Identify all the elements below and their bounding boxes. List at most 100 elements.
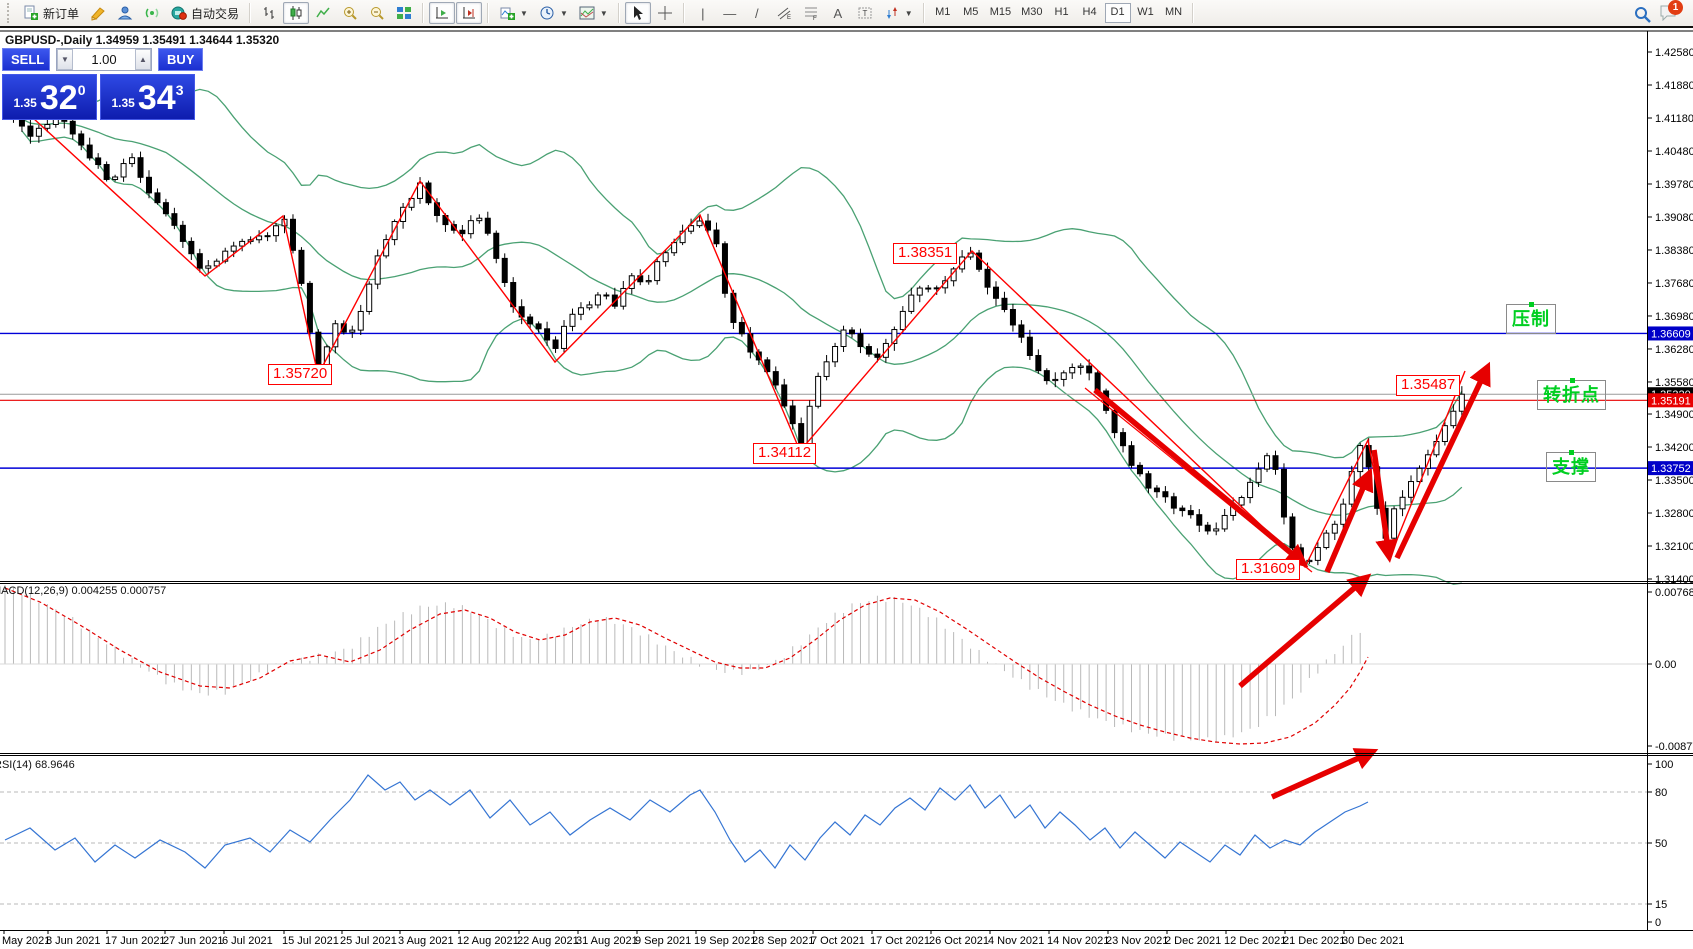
date-label: 8 Jun 2021 bbox=[46, 935, 100, 947]
trend-arrow[interactable] bbox=[1371, 449, 1399, 563]
candle bbox=[535, 323, 542, 330]
signal-button[interactable] bbox=[139, 2, 165, 24]
volume-input[interactable] bbox=[73, 49, 135, 70]
timeframe-h1[interactable]: H1 bbox=[1054, 6, 1069, 18]
candle bbox=[171, 213, 178, 226]
zoom-in-button[interactable] bbox=[337, 2, 363, 24]
price-axis-label: 1.36980 bbox=[1655, 311, 1693, 323]
bar-chart-button[interactable] bbox=[256, 2, 282, 24]
trend-arrow[interactable] bbox=[1324, 467, 1374, 574]
volume-up-button[interactable]: ▲ bbox=[135, 49, 151, 70]
channel-tool[interactable]: E bbox=[771, 2, 797, 24]
macd-axis-label: -0.00877 bbox=[1655, 741, 1693, 753]
candle bbox=[357, 310, 364, 331]
timeframe-m1[interactable]: M1 bbox=[935, 6, 951, 18]
tile-windows-button[interactable] bbox=[391, 2, 417, 24]
trend-arrow[interactable] bbox=[1270, 748, 1379, 800]
horizontal-line-tool[interactable]: — bbox=[717, 2, 743, 24]
candle bbox=[713, 229, 720, 245]
candlestick-chart-icon bbox=[288, 5, 304, 21]
svg-text:E: E bbox=[787, 15, 791, 21]
toolbar-drag-handle[interactable] bbox=[7, 3, 14, 23]
profile-button[interactable] bbox=[112, 2, 138, 24]
price-annotation-1.31609[interactable]: 1.31609 bbox=[1236, 559, 1301, 580]
candle bbox=[1331, 523, 1338, 534]
zigzag-line[interactable] bbox=[7, 94, 1466, 569]
candle bbox=[1238, 497, 1245, 506]
candle bbox=[188, 240, 195, 255]
cursor-tool-button[interactable] bbox=[624, 2, 651, 24]
buy-quote[interactable]: 1.35 34 3 bbox=[100, 74, 195, 120]
candle bbox=[908, 294, 915, 312]
selection-handle[interactable] bbox=[1529, 302, 1534, 307]
sell-quote[interactable]: 1.35 32 0 bbox=[2, 74, 97, 120]
volume-down-button[interactable]: ▼ bbox=[57, 49, 73, 70]
timeframe-m5[interactable]: M5 bbox=[963, 6, 979, 18]
candle bbox=[476, 217, 483, 222]
autotrading-button[interactable]: 自动交易 bbox=[166, 2, 244, 24]
rsi-axis-label: 15 bbox=[1655, 899, 1667, 911]
price-annotation-1.38351[interactable]: 1.38351 bbox=[893, 243, 958, 264]
candlestick-chart-button[interactable] bbox=[283, 2, 310, 24]
timeframe-h4[interactable]: H4 bbox=[1082, 6, 1097, 18]
new-order-button[interactable]: 新订单 bbox=[18, 2, 84, 24]
search-icon[interactable] bbox=[1633, 5, 1651, 23]
selection-handle[interactable] bbox=[1569, 378, 1575, 383]
zoom-out-button[interactable] bbox=[364, 2, 390, 24]
candle bbox=[137, 157, 144, 178]
timeframe-m30[interactable]: M30 bbox=[1021, 6, 1043, 18]
sell-price-small: 1.35 bbox=[13, 96, 37, 110]
price-annotation-1.35720[interactable]: 1.35720 bbox=[268, 364, 333, 385]
indicators-button[interactable]: ▼ bbox=[494, 2, 533, 24]
bar-chart-icon bbox=[261, 5, 277, 21]
text-annotation-转折点[interactable]: 转折点 bbox=[1537, 378, 1606, 410]
main-chart-svg[interactable]: 1.42580 1.41880 1.41180 1.40480 1.39780 1.390… bbox=[0, 30, 1693, 949]
buy-button[interactable]: BUY bbox=[158, 48, 204, 71]
auto-scroll-button[interactable] bbox=[429, 2, 456, 24]
price-annotation-1.34112[interactable]: 1.34112 bbox=[753, 443, 817, 464]
text-label-icon: T bbox=[857, 5, 873, 21]
zoom-out-icon bbox=[369, 5, 385, 21]
text-annotation-支撑[interactable]: 支撑 bbox=[1546, 450, 1596, 482]
svg-text:F: F bbox=[813, 16, 817, 21]
trend-arrow[interactable] bbox=[1093, 387, 1309, 568]
sell-button[interactable]: SELL bbox=[2, 48, 50, 71]
buy-price-small: 1.35 bbox=[111, 96, 135, 110]
notifications-button[interactable]: 1 bbox=[1659, 0, 1683, 23]
trend-arrow[interactable] bbox=[1394, 361, 1491, 560]
text-annotation-压制[interactable]: 压制 bbox=[1506, 302, 1556, 334]
text-tool[interactable]: A bbox=[825, 2, 851, 24]
candle bbox=[992, 286, 999, 299]
toolbar: 新订单 自动交易 bbox=[0, 0, 1693, 28]
selection-handle[interactable] bbox=[1569, 450, 1574, 455]
candle bbox=[1094, 372, 1101, 392]
crayon-icon bbox=[90, 5, 106, 21]
candle bbox=[654, 261, 661, 282]
vertical-line-tool[interactable]: | bbox=[690, 2, 716, 24]
line-chart-button[interactable] bbox=[310, 2, 336, 24]
trend-arrow[interactable] bbox=[1238, 573, 1372, 689]
templates-button[interactable]: ▼ bbox=[574, 2, 613, 24]
person-icon bbox=[117, 5, 133, 21]
chart-shift-button[interactable] bbox=[456, 2, 483, 24]
fibonacci-tool[interactable]: F bbox=[798, 2, 824, 24]
shapes-tool[interactable]: ▼ bbox=[879, 2, 918, 24]
trendline-tool[interactable]: / bbox=[744, 2, 770, 24]
date-label: 6 Jul 2021 bbox=[222, 935, 273, 947]
timeframe-mn[interactable]: MN bbox=[1164, 6, 1183, 18]
periods-button[interactable]: ▼ bbox=[534, 2, 573, 24]
price-annotation-1.35487[interactable]: 1.35487 bbox=[1396, 375, 1461, 396]
candle bbox=[891, 329, 898, 344]
macd-axis-label: 0.007685 bbox=[1655, 587, 1693, 599]
crosshair-button[interactable] bbox=[652, 2, 678, 24]
crosshair-tool-button[interactable] bbox=[85, 2, 111, 24]
candle bbox=[1399, 496, 1406, 510]
candle bbox=[1136, 464, 1143, 475]
price-badge-1.36609: 1.36609 bbox=[1651, 328, 1691, 340]
timeframe-m15[interactable]: M15 bbox=[989, 6, 1012, 18]
timeframe-w1[interactable]: W1 bbox=[1137, 6, 1154, 18]
text-label-tool[interactable]: T bbox=[852, 2, 878, 24]
date-label: 17 Oct 2021 bbox=[870, 935, 930, 947]
tile-windows-icon bbox=[396, 5, 412, 21]
timeframe-d1[interactable]: D1 bbox=[1104, 3, 1131, 23]
